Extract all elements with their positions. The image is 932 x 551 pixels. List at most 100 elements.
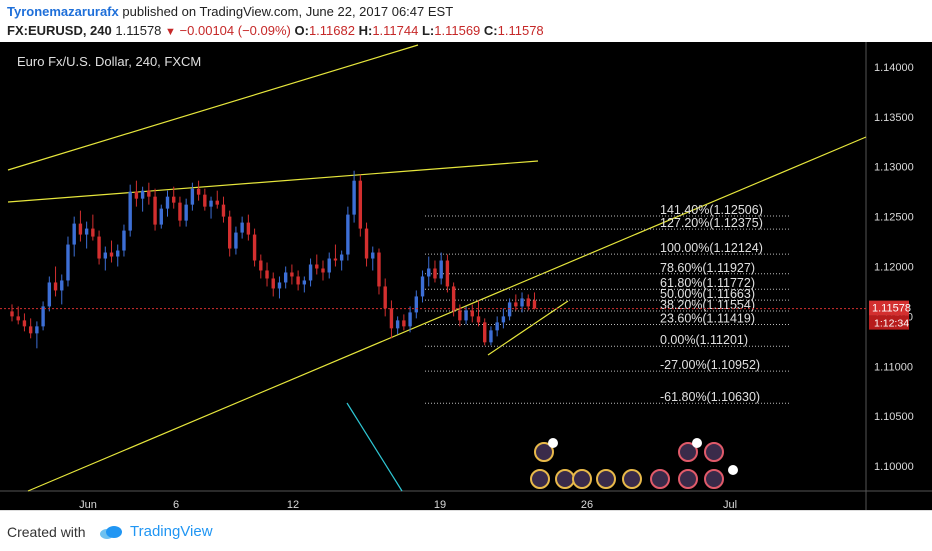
candle bbox=[277, 276, 282, 299]
candle bbox=[458, 304, 462, 327]
candle bbox=[302, 276, 307, 293]
candle bbox=[395, 316, 400, 335]
candle bbox=[495, 316, 499, 337]
created-with-label: Created with bbox=[7, 524, 86, 540]
candle bbox=[377, 248, 381, 295]
candle bbox=[116, 244, 120, 267]
candle bbox=[128, 184, 132, 237]
low-value: 1.11569 bbox=[434, 23, 481, 38]
candle bbox=[290, 264, 294, 285]
fib-level-label: -61.80%(1.10630) bbox=[660, 390, 760, 404]
short-uptrend-line[interactable] bbox=[487, 300, 569, 356]
candle bbox=[308, 258, 313, 287]
low-label: L: bbox=[421, 23, 435, 38]
candles bbox=[10, 170, 537, 349]
fib-level-label: 141.40%(1.12506) bbox=[660, 203, 763, 217]
candle bbox=[414, 290, 418, 319]
candle bbox=[532, 292, 537, 310]
candle bbox=[103, 246, 107, 271]
candle bbox=[358, 174, 363, 237]
candle bbox=[153, 188, 157, 231]
lower-channel-line[interactable] bbox=[27, 136, 867, 492]
candle bbox=[433, 260, 437, 283]
last-price: 1.11578 bbox=[115, 23, 162, 38]
economic-events[interactable] bbox=[530, 438, 738, 489]
time-tick-label: Jul bbox=[723, 499, 737, 510]
candle bbox=[489, 326, 493, 346]
bar-countdown: 1:12:34 bbox=[874, 318, 909, 330]
time-axis[interactable]: Jun 6 12 19 26 Jul bbox=[79, 499, 737, 510]
time-tick-label: Jun bbox=[79, 499, 97, 510]
tradingview-cloud-icon bbox=[100, 526, 122, 539]
candle bbox=[507, 298, 512, 321]
high-label: H: bbox=[358, 23, 373, 38]
event-marker[interactable] bbox=[704, 442, 724, 462]
tradingview-logo-text[interactable]: TradingView bbox=[130, 523, 213, 540]
candle bbox=[134, 180, 139, 207]
price-tick-label: 1.14000 bbox=[874, 62, 914, 74]
candle bbox=[234, 226, 238, 255]
candle bbox=[364, 222, 369, 267]
candle bbox=[339, 250, 344, 271]
candle bbox=[476, 300, 481, 327]
chart-background bbox=[0, 42, 932, 510]
price-axis[interactable]: 1.14000 1.13500 1.13000 1.12500 1.12000 1.115… bbox=[874, 62, 914, 473]
candle bbox=[240, 216, 244, 239]
candle bbox=[10, 304, 14, 322]
candle bbox=[28, 318, 33, 339]
open-value: 1.11682 bbox=[308, 23, 355, 38]
cyan-line[interactable] bbox=[346, 402, 403, 492]
candle bbox=[271, 272, 275, 297]
candle bbox=[35, 321, 39, 349]
price-tick-label: 1.13500 bbox=[874, 112, 914, 124]
fib-level-label: 127.20%(1.12375) bbox=[660, 216, 763, 230]
event-marker[interactable] bbox=[678, 438, 702, 462]
fibonacci-levels[interactable]: 141.40%(1.12506)127.20%(1.12375) 100.00%(… bbox=[425, 203, 790, 404]
candle bbox=[22, 313, 27, 332]
candle bbox=[439, 252, 443, 285]
candle bbox=[252, 228, 257, 267]
price-tick-label: 1.12000 bbox=[874, 262, 914, 274]
trendlines[interactable] bbox=[7, 44, 867, 492]
event-marker[interactable] bbox=[534, 438, 558, 462]
high-value: 1.11744 bbox=[372, 23, 419, 38]
price-tick-label: 1.11000 bbox=[874, 361, 913, 373]
candle bbox=[420, 270, 425, 303]
candle bbox=[371, 246, 375, 271]
author-link[interactable]: Tyronemazarurafx bbox=[7, 4, 119, 19]
upper-channel-line[interactable] bbox=[7, 44, 419, 171]
price-tick-label: 1.10000 bbox=[874, 461, 914, 473]
candle bbox=[321, 260, 325, 281]
candle bbox=[526, 294, 530, 311]
candle bbox=[178, 196, 182, 227]
footer: Created with TradingView bbox=[0, 510, 932, 551]
candle bbox=[196, 180, 201, 201]
candle bbox=[383, 278, 387, 317]
candle bbox=[109, 240, 114, 263]
ohlc-line: FX:EURUSD, 240 1.11578 ▼ −0.00104 (−0.09… bbox=[7, 23, 544, 38]
candle bbox=[140, 186, 145, 212]
candle bbox=[246, 214, 251, 241]
close-label: C: bbox=[483, 23, 498, 38]
candle bbox=[451, 282, 456, 317]
candle bbox=[78, 210, 83, 242]
time-tick-label: 26 bbox=[581, 499, 593, 510]
candle bbox=[172, 186, 176, 209]
candle bbox=[464, 306, 468, 325]
candle bbox=[60, 274, 64, 305]
price-chart[interactable]: Euro Fx/U.S. Dollar, 240, FXCM 141.40%(1… bbox=[0, 42, 932, 510]
candle bbox=[352, 170, 356, 223]
event-marker-row[interactable] bbox=[530, 465, 738, 489]
candle bbox=[259, 254, 263, 279]
fib-level-label: 100.00%(1.12124) bbox=[660, 241, 763, 255]
time-tick-label: 19 bbox=[434, 499, 446, 510]
resistance-line[interactable] bbox=[7, 160, 539, 203]
current-price-value: 1.11578 bbox=[872, 303, 911, 315]
candle bbox=[221, 196, 226, 223]
candle bbox=[389, 300, 394, 339]
chart-header: Tyronemazarurafx published on TradingVie… bbox=[0, 0, 932, 42]
time-tick-label: 12 bbox=[287, 499, 299, 510]
price-tick-label: 1.12500 bbox=[874, 212, 914, 224]
candle bbox=[402, 314, 406, 331]
candle bbox=[66, 236, 70, 287]
